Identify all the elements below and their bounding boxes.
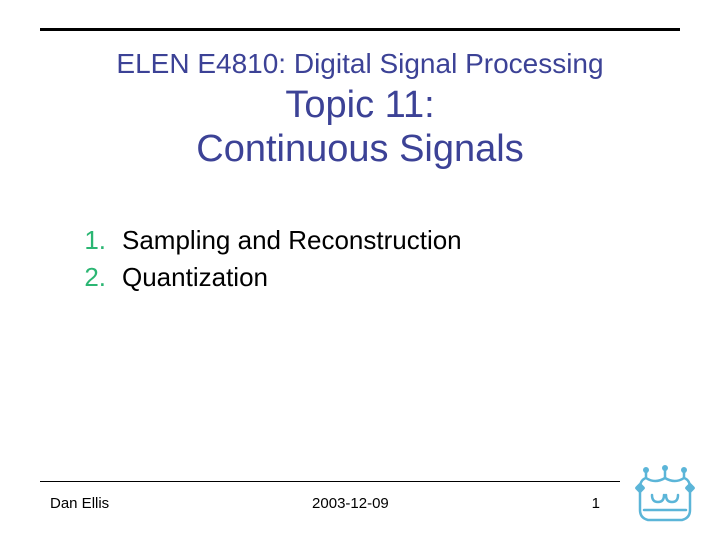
list-item: 2. Quantization — [70, 262, 660, 293]
footer-date: 2003-12-09 — [312, 495, 389, 512]
footer-page-number: 1 — [592, 495, 600, 512]
footer-author: Dan Ellis — [50, 495, 109, 512]
footer: Dan Ellis 2003-12-09 1 — [50, 495, 600, 512]
columbia-crown-logo-icon — [630, 460, 700, 530]
title-block: ELEN E4810: Digital Signal Processing To… — [40, 48, 680, 171]
list-text: Quantization — [122, 262, 268, 293]
top-horizontal-rule — [40, 28, 680, 31]
topic-title-line1: Topic 11: — [40, 84, 680, 128]
list-text: Sampling and Reconstruction — [122, 225, 462, 256]
list-number: 1. — [70, 225, 106, 256]
list-item: 1. Sampling and Reconstruction — [70, 225, 660, 256]
topic-title-line2: Continuous Signals — [40, 128, 680, 172]
bottom-horizontal-rule — [40, 481, 620, 482]
list-number: 2. — [70, 262, 106, 293]
content-list: 1. Sampling and Reconstruction 2. Quanti… — [70, 225, 660, 299]
course-title: ELEN E4810: Digital Signal Processing — [40, 48, 680, 80]
